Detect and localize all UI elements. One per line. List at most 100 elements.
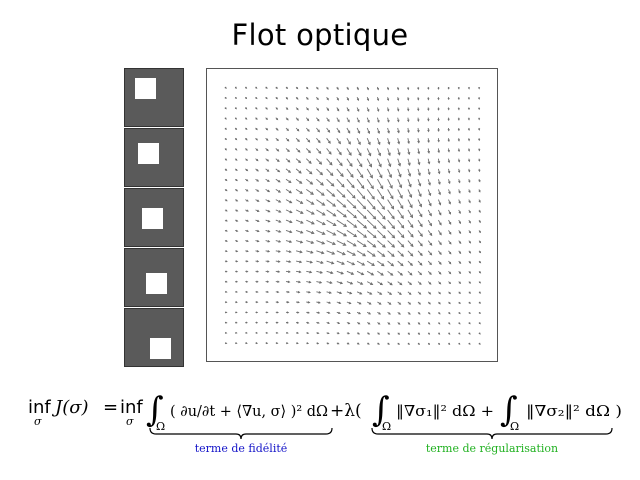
lhs-inf: inf	[28, 397, 51, 418]
flow-vector	[427, 219, 432, 227]
flow-vector	[296, 260, 303, 264]
flow-vector	[336, 291, 343, 295]
flow-vector	[295, 117, 299, 121]
sequence-frame-3	[124, 188, 184, 247]
flow-vector	[326, 250, 336, 255]
flow-vector	[448, 260, 452, 265]
flow-vector	[366, 270, 375, 276]
flow-vector	[245, 178, 249, 182]
flow-vector	[224, 342, 228, 345]
flow-vector	[478, 86, 481, 90]
flow-vector	[316, 199, 326, 206]
plus-lambda: +λ(	[330, 401, 362, 421]
flow-vector	[397, 342, 400, 345]
flow-vector	[224, 270, 228, 273]
flow-vector	[275, 280, 280, 283]
flow-vector	[295, 240, 304, 244]
flow-vector	[448, 240, 452, 245]
flow-vector	[427, 250, 433, 256]
flow-vector	[417, 158, 421, 166]
flow-vector	[376, 107, 380, 112]
flow-vector	[285, 127, 289, 132]
flow-vector	[478, 322, 481, 325]
flow-vector	[285, 86, 289, 90]
integral-sub-2: Ω	[382, 420, 391, 433]
flow-vector	[224, 311, 228, 314]
flow-vector	[407, 291, 412, 295]
flow-vector	[275, 189, 281, 193]
flow-vector	[316, 280, 323, 284]
lhs-func: J(σ)	[51, 397, 89, 418]
flow-vector	[326, 178, 335, 187]
flow-vector	[437, 168, 441, 175]
flow-vector	[255, 229, 260, 233]
flow-vector	[417, 107, 420, 112]
flow-vector	[468, 179, 471, 183]
flow-vector	[478, 332, 481, 335]
flow-vector	[437, 97, 440, 101]
flow-vector	[275, 260, 281, 263]
flow-vector	[255, 117, 258, 120]
flow-vector	[397, 291, 402, 295]
flow-vector	[296, 331, 300, 335]
flow-vector	[336, 209, 347, 218]
flow-vector	[447, 86, 450, 90]
integral-sub-1: Ω	[156, 420, 165, 433]
flow-vector	[356, 342, 360, 345]
flow-vector	[387, 178, 393, 189]
flow-vector	[458, 189, 461, 194]
flow-vector	[346, 240, 357, 247]
flow-vector	[336, 96, 339, 101]
flow-vector	[224, 117, 227, 120]
flow-vector	[224, 127, 227, 131]
flow-vector	[316, 219, 326, 226]
flow-vector	[255, 107, 258, 110]
flow-vector	[235, 290, 238, 293]
flow-vector	[457, 158, 461, 163]
flow-vector	[356, 107, 360, 112]
flow-vector	[458, 260, 462, 265]
flow-vector	[366, 322, 371, 325]
flow-vector	[255, 148, 259, 151]
flow-vector	[295, 127, 300, 132]
flow-vector	[224, 199, 228, 202]
flow-vector	[376, 148, 382, 157]
flow-vector	[346, 199, 357, 209]
flow-vector	[417, 209, 423, 218]
flow-vector	[376, 117, 380, 123]
flow-vector	[326, 168, 334, 177]
flow-vector	[275, 107, 279, 110]
flow-vector	[255, 168, 259, 172]
sequence-frame-4	[124, 248, 184, 307]
flow-vector	[265, 280, 270, 283]
flow-vector	[275, 301, 280, 304]
flow-vector	[336, 158, 343, 167]
flow-vector	[397, 311, 401, 315]
flow-vector	[275, 321, 279, 324]
flow-vector	[366, 86, 369, 91]
flow-vector	[478, 342, 481, 345]
flow-vector	[326, 117, 330, 122]
flow-vector	[346, 127, 351, 134]
flow-vectors	[224, 86, 482, 346]
flow-vector	[448, 342, 451, 346]
flow-vector	[265, 127, 269, 131]
flow-vector	[377, 342, 380, 345]
flow-vector	[316, 260, 324, 264]
flow-vector	[427, 260, 432, 266]
flow-vector	[285, 342, 289, 345]
flow-vector	[407, 179, 412, 188]
flow-vector	[458, 281, 462, 284]
flow-vector	[245, 301, 249, 304]
flow-vector	[468, 240, 472, 244]
flow-vector	[397, 240, 405, 248]
flow-vector	[224, 96, 227, 100]
flow-vector	[295, 209, 304, 214]
flow-vector	[407, 117, 410, 123]
flow-vector	[265, 321, 269, 324]
flow-vector	[346, 260, 356, 266]
flow-vector	[397, 158, 402, 167]
flow-vector	[448, 270, 452, 275]
flow-vector	[397, 270, 404, 276]
flow-vector	[458, 230, 462, 235]
